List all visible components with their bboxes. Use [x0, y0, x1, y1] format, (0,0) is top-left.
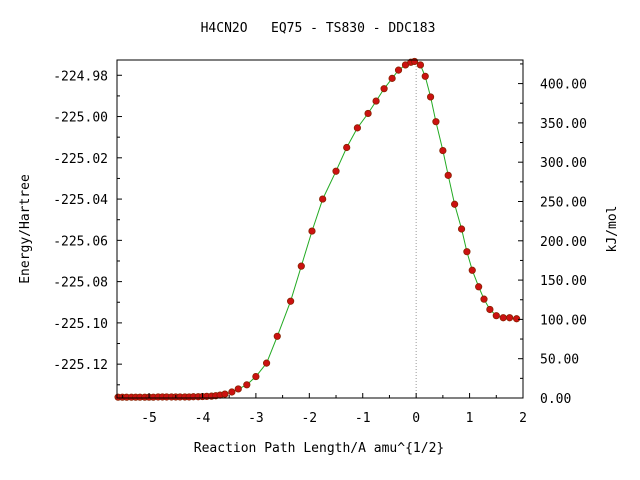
- x-tick-label: 0: [412, 411, 420, 426]
- data-point: [512, 315, 521, 323]
- data-point: [410, 57, 419, 66]
- data-point: [432, 118, 440, 126]
- data-point: [444, 171, 452, 179]
- data-point: [416, 61, 425, 69]
- data-point: [388, 74, 396, 82]
- data-point: [439, 146, 447, 155]
- plot-frame: [116, 59, 524, 399]
- y2-tick-label: 350.00: [540, 117, 587, 132]
- data-point: [332, 167, 340, 175]
- data-point: [297, 262, 305, 270]
- data-point: [480, 295, 488, 303]
- x-tick-label: 2: [519, 411, 527, 426]
- data-point: [380, 85, 388, 93]
- data-point: [372, 97, 380, 105]
- x-tick-label: -2: [301, 411, 317, 426]
- y2-tick-label: 200.00: [540, 235, 587, 250]
- energy-series: [114, 57, 521, 401]
- y2-tick-label: 300.00: [540, 156, 587, 171]
- data-point: [364, 109, 372, 118]
- y-tick-label: -225.10: [53, 317, 108, 332]
- y2-tick-label: 150.00: [540, 274, 587, 289]
- data-point: [506, 314, 514, 322]
- x-axis: -5 -4 -3 -2 -1 0 1 2: [121, 393, 527, 426]
- data-point: [499, 314, 507, 322]
- data-point: [468, 266, 476, 274]
- data-point: [451, 200, 459, 208]
- data-point: [252, 372, 260, 381]
- data-point: [394, 66, 403, 74]
- data-point: [234, 385, 242, 393]
- data-point: [463, 248, 471, 256]
- y-axis-right-label: kJ/mol: [605, 206, 620, 253]
- data-point: [421, 72, 429, 80]
- data-point: [273, 332, 281, 340]
- y2-tick-label: 400.00: [540, 78, 587, 93]
- y-tick-label: -225.06: [53, 234, 108, 249]
- data-point: [228, 388, 236, 396]
- data-point: [343, 143, 351, 152]
- y-tick-label: -225.08: [53, 276, 108, 291]
- data-point: [353, 124, 361, 132]
- x-tick-label: 1: [466, 411, 474, 426]
- x-tick-label: -4: [195, 411, 211, 426]
- data-point: [319, 195, 327, 203]
- data-point: [457, 225, 466, 233]
- data-point: [492, 312, 500, 320]
- y-tick-label: -224.98: [53, 69, 108, 84]
- y-axis-right: 0.00 50.00 100.00 150.00 200.00 250.00 300.00 3…: [518, 63, 587, 407]
- y-axis-left: -224.98 -225.00 -225.02 -225.04 -225.06 -225.…: [53, 69, 122, 386]
- data-point: [243, 381, 251, 389]
- y2-tick-label: 250.00: [540, 195, 587, 210]
- series-line: [118, 60, 517, 398]
- chart-title: H4CN2O EQ75 - TS830 - DDC183: [201, 21, 436, 36]
- y2-tick-label: 50.00: [540, 353, 579, 368]
- x-tick-label: -1: [355, 411, 371, 426]
- data-point: [262, 359, 271, 367]
- y-axis-left-label: Energy/Hartree: [18, 174, 33, 284]
- x-axis-label: Reaction Path Length/A amu^{1/2}: [194, 441, 444, 456]
- y2-tick-label: 0.00: [540, 392, 571, 407]
- y-tick-label: -225.00: [53, 111, 108, 126]
- y2-tick-label: 100.00: [540, 313, 587, 328]
- data-point: [221, 390, 229, 398]
- data-point: [426, 93, 435, 101]
- x-tick-label: -5: [141, 411, 157, 426]
- data-point: [287, 297, 295, 305]
- x-tick-label: -3: [248, 411, 264, 426]
- y-tick-label: -225.02: [53, 152, 108, 167]
- y-tick-label: -225.12: [53, 358, 108, 373]
- data-point: [308, 227, 316, 235]
- data-point: [475, 283, 483, 291]
- data-point: [486, 305, 494, 314]
- y-tick-label: -225.04: [53, 193, 108, 208]
